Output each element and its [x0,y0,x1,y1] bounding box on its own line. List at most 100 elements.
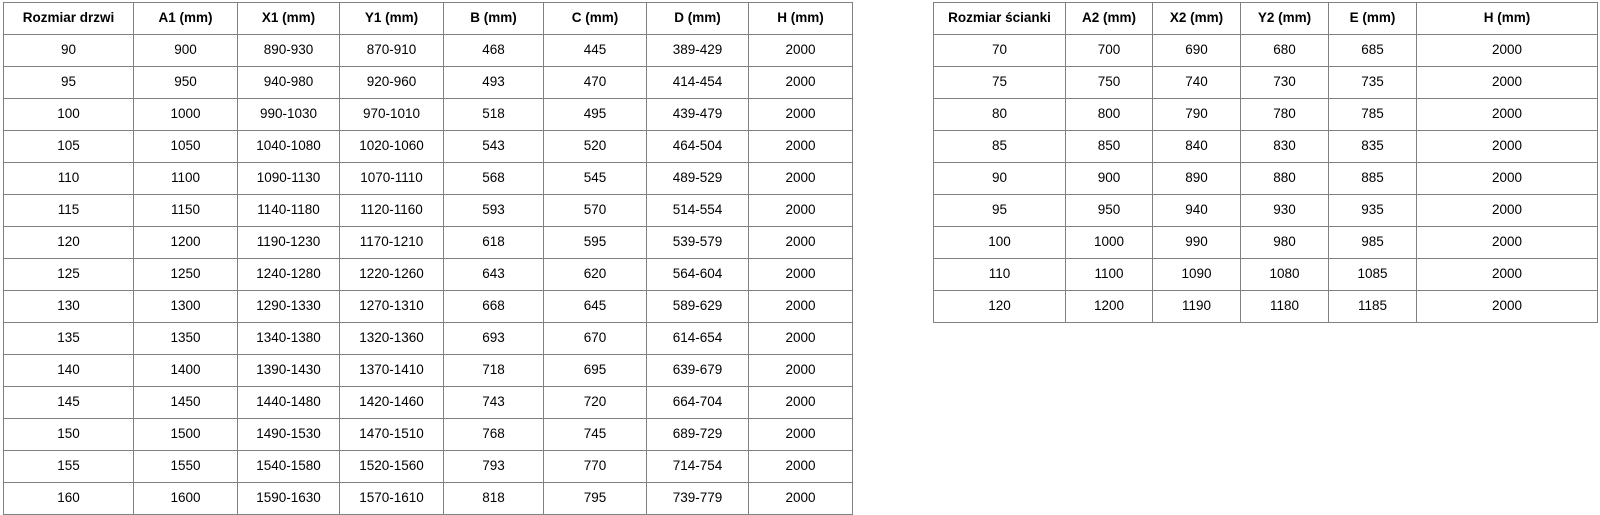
table-cell: 1420-1460 [339,386,444,419]
table-cell: 768 [443,418,544,451]
table-cell: 105 [3,130,134,163]
table-cell: 160 [3,482,134,515]
table-cell: 664-704 [646,386,749,419]
table-cell: 464-504 [646,130,749,163]
table-row: 120 1200 1190 1180 1185 2000 [933,290,1598,323]
table-cell: 670 [543,322,647,355]
table-cell: 1150 [133,194,238,227]
table-cell: 1190-1230 [237,226,340,259]
table-cell: 785 [1328,98,1417,131]
table-cell: 1120-1160 [339,194,444,227]
table-cell: 643 [443,258,544,291]
table-cell: 800 [1065,98,1153,131]
table-cell: 890-930 [237,34,340,67]
table-row: 110 1100 1090-1130 1070-1110 568 545 489-529 20… [3,162,853,195]
table-cell: 493 [443,66,544,99]
table-cell: 2000 [748,386,853,419]
table-cell: 1040-1080 [237,130,340,163]
table-cell: 130 [3,290,134,323]
column-header-walls-3: Y2 (mm) [1240,2,1329,35]
table-row: 115 1150 1140-1180 1120-1160 593 570 514-554 20… [3,194,853,227]
table-cell: 689-729 [646,418,749,451]
table-cell: 2000 [748,34,853,67]
table-row: 80 800 790 780 785 2000 [933,98,1598,131]
table-cell: 115 [3,194,134,227]
table-cell: 1450 [133,386,238,419]
table-cell: 2000 [1416,258,1598,291]
table-cell: 980 [1240,226,1329,259]
table-cell: 870-910 [339,34,444,67]
table-cell: 700 [1065,34,1153,67]
table-cell: 1140-1180 [237,194,340,227]
table-row: 130 1300 1290-1330 1270-1310 668 645 589-629 20… [3,290,853,323]
table-cell: 90 [3,34,134,67]
table-cell: 1200 [133,226,238,259]
table-cell: 1500 [133,418,238,451]
table-cell: 125 [3,258,134,291]
table-cell: 740 [1152,66,1241,99]
table-cell: 1340-1380 [237,322,340,355]
table-cell: 1090 [1152,258,1241,291]
table-cell: 2000 [748,66,853,99]
table-cell: 445 [543,34,647,67]
table-cell: 714-754 [646,450,749,483]
table-cell: 718 [443,354,544,387]
table-cell: 1300 [133,290,238,323]
table-row: 90 900 890 880 885 2000 [933,162,1598,195]
table-cell: 1100 [1065,258,1153,291]
table-cell: 668 [443,290,544,323]
table-cell: 2000 [748,258,853,291]
table-row: 100 1000 990 980 985 2000 [933,226,1598,259]
table-cell: 1270-1310 [339,290,444,323]
table-cell: 120 [933,290,1066,323]
table-cell: 545 [543,162,647,195]
table-cell: 100 [933,226,1066,259]
table-cell: 745 [543,418,647,451]
table-cell: 940-980 [237,66,340,99]
table-cell: 985 [1328,226,1417,259]
table-cell: 389-429 [646,34,749,67]
table-cell: 1390-1430 [237,354,340,387]
table-cell: 495 [543,98,647,131]
table-row: 95 950 940 930 935 2000 [933,194,1598,227]
table-cell: 900 [1065,162,1153,195]
table-cell: 730 [1240,66,1329,99]
table-cell: 818 [443,482,544,515]
table-cell: 120 [3,226,134,259]
table-cell: 140 [3,354,134,387]
table-cell: 568 [443,162,544,195]
column-header-doors-4: B (mm) [443,2,544,35]
table-cell: 1090-1130 [237,162,340,195]
table-row: 85 850 840 830 835 2000 [933,130,1598,163]
table-cell: 75 [933,66,1066,99]
table-cell: 2000 [1416,226,1598,259]
table-cell: 770 [543,450,647,483]
table-cell: 1350 [133,322,238,355]
table-cell: 2000 [748,482,853,515]
table-cell: 1540-1580 [237,450,340,483]
table-cell: 920-960 [339,66,444,99]
table-cell: 639-679 [646,354,749,387]
table-cell: 1020-1060 [339,130,444,163]
table-cell: 1250 [133,258,238,291]
table-cell: 1240-1280 [237,258,340,291]
table-cell: 930 [1240,194,1329,227]
table-row: 150 1500 1490-1530 1470-1510 768 745 689-729 20… [3,418,853,451]
table-cell: 2000 [748,226,853,259]
table-header-row: Rozmiar ścianki A2 (mm) X2 (mm) Y2 (mm) E (m… [933,2,1598,35]
table-row: 140 1400 1390-1430 1370-1410 718 695 639-679 20… [3,354,853,387]
table-cell: 85 [933,130,1066,163]
table-cell: 1000 [1065,226,1153,259]
table-cell: 720 [543,386,647,419]
table-row: 160 1600 1590-1630 1570-1610 818 795 739-779 20… [3,482,853,515]
table-cell: 795 [543,482,647,515]
table-cell: 680 [1240,34,1329,67]
table-cell: 890 [1152,162,1241,195]
column-header-doors-7: H (mm) [748,2,853,35]
table-row: 95 950 940-980 920-960 493 470 414-454 2000 [3,66,853,99]
table-cell: 95 [933,194,1066,227]
column-header-doors-3: Y1 (mm) [339,2,444,35]
table-cell: 900 [133,34,238,67]
table-cell: 685 [1328,34,1417,67]
table-cell: 1370-1410 [339,354,444,387]
